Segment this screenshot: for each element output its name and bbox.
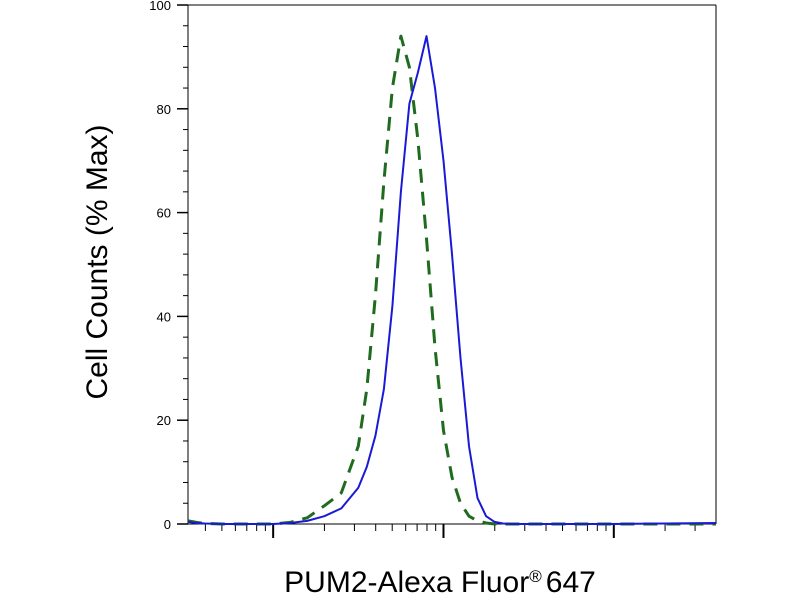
y-axis-title: Cell Counts (% Max)	[81, 124, 114, 399]
y-tick-label-20: 20	[157, 413, 171, 428]
x-axis-title: PUM2-Alexa Fluor® 647	[284, 566, 596, 599]
x-axis-title-tail: 647	[546, 566, 596, 599]
x-axis-title-main: PUM2-Alexa Fluor	[284, 566, 529, 599]
y-tick-label-100: 100	[149, 0, 171, 13]
y-tick-label-60: 60	[157, 206, 171, 221]
y-tick-label-80: 80	[157, 102, 171, 117]
y-tick-label-40: 40	[157, 309, 171, 324]
y-tick-label-0: 0	[164, 517, 171, 532]
series-line-solid	[187, 35, 717, 525]
y-axis: 0 20 40 60 80 100	[149, 0, 189, 532]
series-layer	[187, 34, 717, 526]
series-line-dashed	[187, 34, 716, 526]
x-axis	[204, 524, 696, 538]
x-axis-title-registered-mark: ®	[529, 567, 542, 586]
